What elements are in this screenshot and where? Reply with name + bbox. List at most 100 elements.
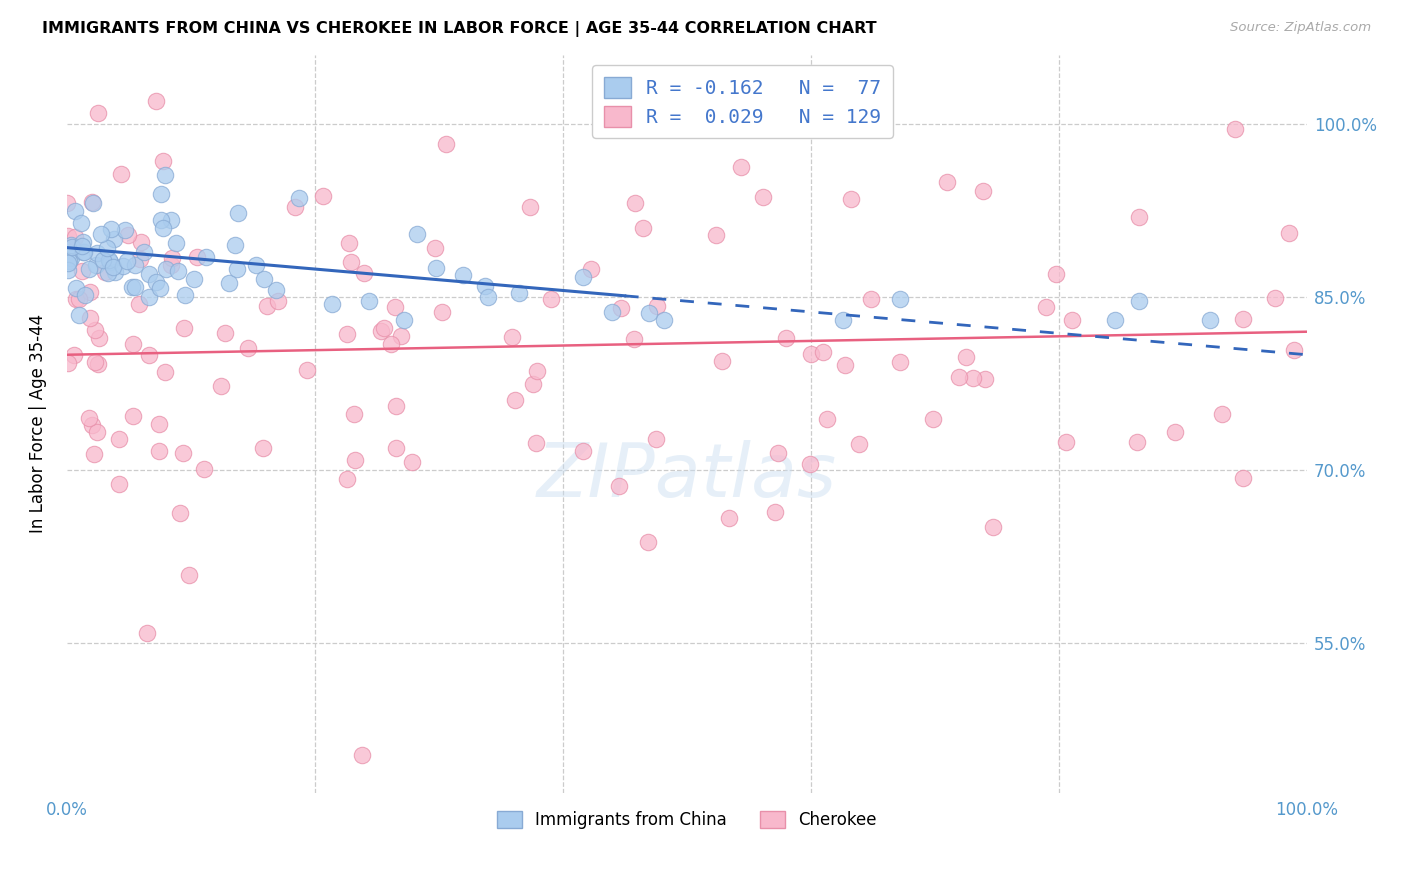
Point	[423, 241, 446, 255]
Point	[63, 204, 86, 219]
Point	[799, 457, 821, 471]
Point	[600, 305, 623, 319]
Point	[935, 176, 957, 190]
Point	[226, 262, 249, 277]
Point	[1128, 294, 1150, 309]
Point	[101, 260, 124, 275]
Point	[385, 441, 408, 455]
Point	[321, 297, 343, 311]
Point	[72, 235, 94, 249]
Point	[226, 205, 249, 219]
Point	[373, 321, 395, 335]
Point	[152, 153, 174, 168]
Point	[60, 251, 83, 265]
Point	[425, 261, 447, 276]
Point	[122, 337, 145, 351]
Point	[55, 196, 77, 211]
Point	[973, 372, 995, 386]
Point	[160, 252, 183, 266]
Point	[519, 200, 541, 214]
Point	[82, 195, 104, 210]
Point	[63, 348, 86, 362]
Point	[508, 286, 530, 301]
Point	[214, 326, 236, 341]
Point	[337, 235, 360, 250]
Point	[848, 436, 870, 450]
Point	[1211, 407, 1233, 421]
Point	[839, 192, 862, 206]
Point	[352, 748, 374, 763]
Point	[194, 250, 217, 264]
Point	[87, 330, 110, 344]
Point	[389, 328, 412, 343]
Point	[72, 239, 94, 253]
Point	[90, 227, 112, 241]
Point	[159, 213, 181, 227]
Point	[67, 308, 90, 322]
Point	[430, 305, 453, 319]
Point	[1104, 313, 1126, 327]
Point	[704, 227, 727, 242]
Point	[434, 137, 457, 152]
Point	[245, 258, 267, 272]
Point	[65, 281, 87, 295]
Point	[86, 246, 108, 260]
Point	[717, 511, 740, 525]
Point	[406, 227, 429, 241]
Point	[1225, 121, 1247, 136]
Point	[96, 266, 118, 280]
Point	[522, 376, 544, 391]
Point	[540, 292, 562, 306]
Point	[82, 196, 104, 211]
Point	[267, 294, 290, 309]
Point	[77, 262, 100, 277]
Point	[83, 323, 105, 337]
Point	[108, 476, 131, 491]
Point	[135, 626, 157, 640]
Point	[124, 280, 146, 294]
Point	[800, 347, 823, 361]
Point	[607, 478, 630, 492]
Point	[477, 290, 499, 304]
Point	[572, 443, 595, 458]
Point	[401, 455, 423, 469]
Point	[610, 301, 633, 316]
Point	[128, 297, 150, 311]
Point	[336, 326, 359, 341]
Point	[79, 310, 101, 325]
Point	[524, 436, 547, 450]
Point	[87, 357, 110, 371]
Point	[98, 252, 121, 267]
Point	[889, 355, 911, 369]
Point	[149, 213, 172, 227]
Point	[624, 195, 647, 210]
Point	[284, 200, 307, 214]
Point	[84, 355, 107, 369]
Point	[1045, 268, 1067, 282]
Point	[70, 216, 93, 230]
Point	[183, 272, 205, 286]
Point	[104, 265, 127, 279]
Point	[1035, 300, 1057, 314]
Point	[288, 191, 311, 205]
Point	[112, 259, 135, 273]
Text: ZIPatlas: ZIPatlas	[537, 440, 837, 511]
Point	[165, 236, 187, 251]
Point	[145, 94, 167, 108]
Point	[209, 379, 232, 393]
Point	[336, 472, 359, 486]
Point	[312, 189, 335, 203]
Point	[110, 167, 132, 181]
Point	[1282, 343, 1305, 357]
Point	[132, 244, 155, 259]
Point	[623, 333, 645, 347]
Point	[84, 258, 107, 272]
Point	[72, 245, 94, 260]
Point	[70, 264, 93, 278]
Point	[145, 275, 167, 289]
Point	[153, 365, 176, 379]
Point	[384, 399, 406, 413]
Point	[128, 252, 150, 266]
Point	[380, 336, 402, 351]
Point	[193, 461, 215, 475]
